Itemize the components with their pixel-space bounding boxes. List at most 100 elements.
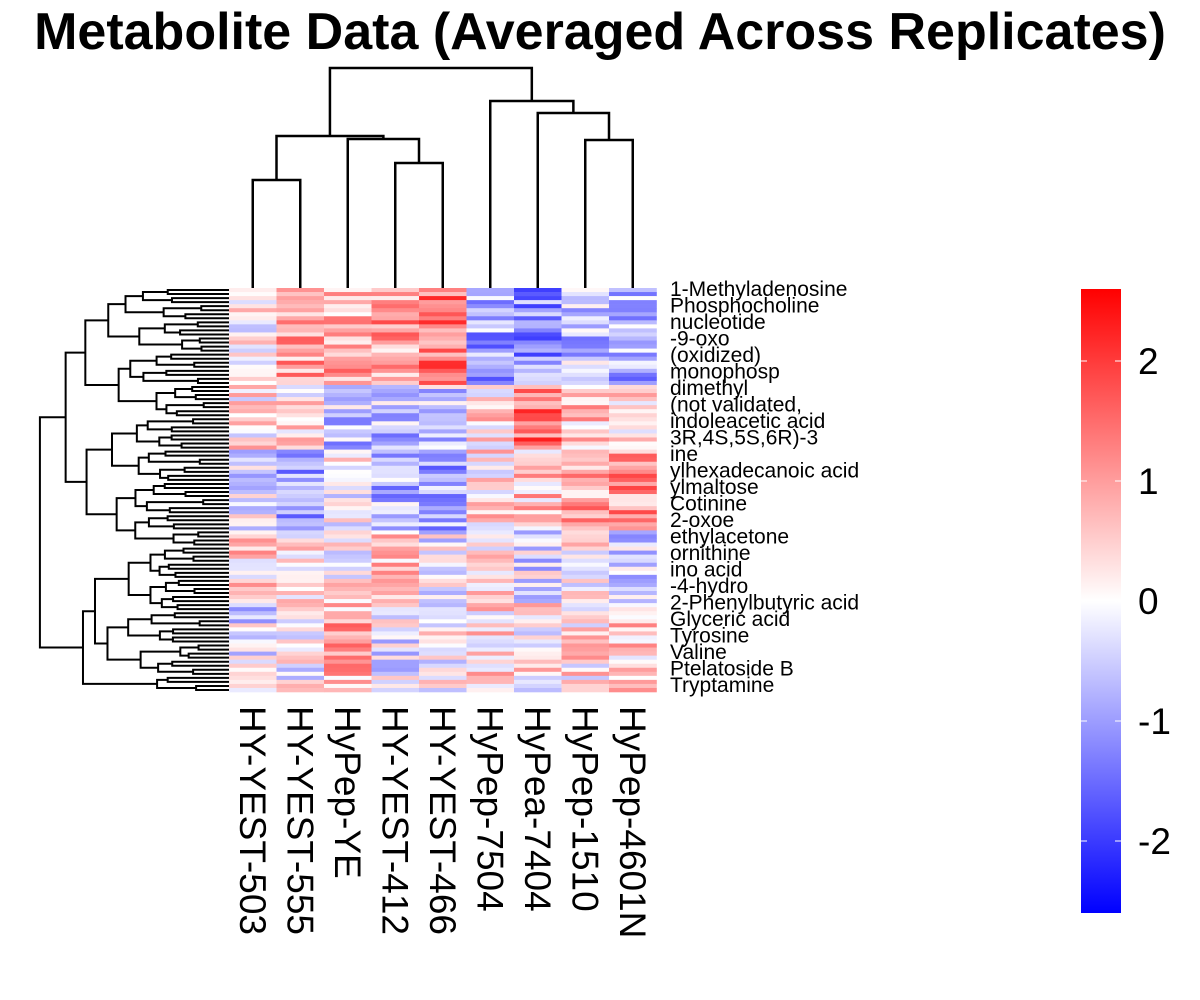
heatmap-cell (609, 425, 657, 430)
heatmap-cell (371, 348, 420, 353)
heatmap-cell (276, 308, 325, 313)
heatmap-cell (609, 510, 657, 515)
dendrogram-link (177, 579, 229, 586)
heatmap-cell (514, 324, 562, 329)
dendrogram-link (171, 636, 229, 643)
heatmap-cell (514, 340, 562, 345)
heatmap-cell (419, 344, 467, 349)
heatmap-cell (514, 296, 562, 301)
heatmap-cell (324, 425, 372, 430)
heatmap-cell (419, 296, 467, 301)
heatmap-cell (514, 425, 562, 430)
heatmap-cell (561, 566, 610, 572)
colorbar-tick-label: -1 (1138, 701, 1171, 742)
heatmap-cell (229, 477, 277, 483)
heatmap-cell (609, 316, 657, 321)
dendrogram-link (193, 361, 229, 368)
heatmap-cell (561, 655, 610, 660)
heatmap-cell (514, 453, 562, 458)
heatmap-cell (609, 675, 657, 681)
heatmap-cell (514, 623, 562, 628)
heatmap-cell (276, 336, 325, 341)
heatmap-cell (419, 498, 467, 503)
heatmap-cell (419, 445, 467, 450)
heatmap-cell (514, 635, 562, 640)
heatmap-cell (276, 558, 325, 564)
dendrogram-link (139, 650, 181, 669)
heatmap-cell (419, 546, 467, 551)
heatmap-cell (609, 558, 657, 564)
heatmap-cell (371, 473, 420, 479)
heatmap-cell (466, 562, 515, 568)
heatmap-cell (371, 627, 420, 632)
heatmap-cell (324, 401, 372, 406)
heatmap-cell (324, 659, 372, 665)
heatmap-cell (324, 671, 372, 677)
heatmap-cell (371, 344, 420, 349)
heatmap-cell (514, 542, 562, 547)
heatmap-cell (561, 324, 610, 329)
heatmap-cell (609, 659, 657, 665)
heatmap-cell (276, 498, 325, 503)
heatmap-cell (609, 631, 657, 636)
heatmap-cell (466, 506, 515, 511)
heatmap-cell (466, 368, 515, 374)
heatmap-cell (419, 683, 467, 689)
heatmap-cell (561, 510, 610, 515)
colorbar-tick-label: -2 (1138, 821, 1171, 862)
row-label: ine (670, 443, 698, 466)
heatmap-cell (276, 405, 325, 410)
heatmap-cell (371, 546, 420, 551)
heatmap-cell (561, 530, 610, 535)
heatmap-cell (276, 663, 325, 669)
heatmap-cell (514, 328, 562, 333)
heatmap-cell (561, 352, 610, 357)
heatmap-cell (561, 376, 610, 382)
heatmap-cell (324, 300, 372, 305)
row-label: (oxidized) (670, 344, 761, 367)
heatmap-cell (324, 619, 372, 624)
heatmap-cell (276, 502, 325, 507)
heatmap-cell (324, 679, 372, 685)
dendrogram-link (135, 424, 160, 443)
heatmap-cell (324, 465, 372, 471)
dendrogram-link (170, 297, 229, 304)
heatmap-cell (561, 554, 610, 559)
heatmap-cell (276, 599, 325, 604)
heatmap-cell (561, 570, 610, 576)
heatmap-cell (561, 465, 610, 471)
row-label: (not validated, (670, 394, 802, 417)
heatmap-cell (324, 449, 372, 454)
heatmap-cell (371, 619, 420, 624)
heatmap-cell (561, 506, 610, 511)
heatmap-cell (419, 494, 467, 499)
heatmap-cell (466, 655, 515, 660)
heatmap-cell (419, 518, 467, 523)
heatmap-cell (276, 687, 325, 693)
heatmap-cell (371, 490, 420, 495)
heatmap-cell (561, 502, 610, 507)
dendrogram-link (94, 577, 129, 645)
heatmap-cell (419, 384, 467, 390)
heatmap-cell (419, 663, 467, 669)
heatmap-cell (371, 308, 420, 313)
heatmap-cell (609, 591, 657, 596)
heatmap-cell (276, 441, 325, 446)
heatmap-cell (466, 332, 515, 337)
heatmap-cell (371, 328, 420, 333)
heatmap-cell (229, 574, 277, 580)
heatmap-cell (229, 348, 277, 353)
heatmap-cell (419, 320, 467, 325)
heatmap-cell (276, 348, 325, 353)
heatmap-cell (609, 595, 657, 600)
heatmap-cell (229, 667, 277, 673)
heatmap-cell (419, 421, 467, 426)
heatmap-cell (324, 481, 372, 487)
heatmap-cell (324, 639, 372, 644)
heatmap-cell (609, 481, 657, 487)
heatmap-cell (229, 393, 277, 398)
heatmap-cell (324, 332, 372, 337)
heatmap-cell (324, 364, 372, 370)
heatmap-cell (466, 324, 515, 329)
heatmap-cell (609, 469, 657, 475)
